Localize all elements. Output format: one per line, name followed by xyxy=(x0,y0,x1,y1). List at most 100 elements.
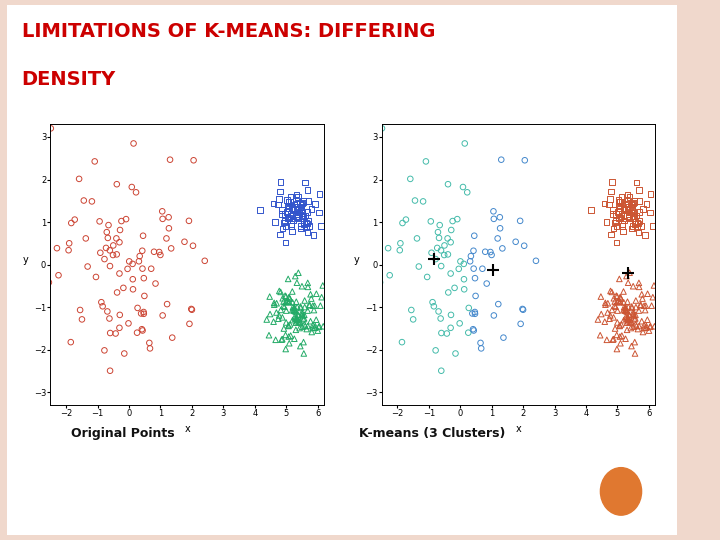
Point xyxy=(127,275,138,284)
Point xyxy=(135,309,147,318)
Point xyxy=(274,187,286,196)
Point xyxy=(468,326,480,335)
Point xyxy=(630,218,642,226)
Point xyxy=(639,306,651,314)
Point xyxy=(305,290,316,299)
Point xyxy=(605,287,616,295)
Point xyxy=(626,200,637,208)
Point xyxy=(608,313,619,322)
Point xyxy=(428,302,440,310)
Point xyxy=(630,296,642,305)
Point xyxy=(306,205,318,213)
Point xyxy=(408,315,419,323)
Point xyxy=(73,174,85,183)
Point xyxy=(261,315,272,324)
Point xyxy=(284,197,296,206)
Point xyxy=(433,307,444,316)
Point xyxy=(616,320,627,329)
Point xyxy=(283,293,294,302)
Point xyxy=(615,298,626,306)
Point xyxy=(626,317,637,326)
Point xyxy=(622,190,634,199)
Point xyxy=(425,217,436,226)
Point xyxy=(289,272,301,280)
X-axis label: x: x xyxy=(516,424,521,434)
Point xyxy=(16,245,27,254)
Point xyxy=(282,201,294,210)
Point xyxy=(458,260,469,268)
Point xyxy=(420,157,432,166)
Point xyxy=(622,314,634,323)
Point xyxy=(80,234,91,242)
Point xyxy=(134,252,145,260)
Point xyxy=(620,303,631,312)
Point xyxy=(373,110,384,118)
Point xyxy=(618,204,629,213)
Point xyxy=(282,208,293,217)
Point xyxy=(199,256,210,265)
Point xyxy=(290,326,302,334)
Point xyxy=(94,248,106,257)
Point xyxy=(288,306,300,315)
Point xyxy=(300,321,311,330)
Point xyxy=(297,209,308,218)
Point xyxy=(292,268,304,277)
Point xyxy=(45,124,57,133)
Point xyxy=(618,205,630,213)
Point xyxy=(517,305,528,313)
Point xyxy=(618,298,629,307)
Point xyxy=(302,217,314,225)
Point xyxy=(436,246,447,255)
Point xyxy=(299,303,310,312)
Point xyxy=(488,214,500,223)
Point xyxy=(616,220,628,228)
Point xyxy=(660,315,671,323)
Point xyxy=(457,183,469,191)
Point xyxy=(492,234,503,243)
Point xyxy=(328,315,340,323)
Point xyxy=(595,331,606,340)
Point xyxy=(612,296,624,305)
Point xyxy=(308,231,320,239)
Point xyxy=(161,300,173,308)
Point xyxy=(65,338,76,347)
Point xyxy=(313,322,325,330)
Point xyxy=(99,255,110,264)
Point xyxy=(302,306,313,315)
Point xyxy=(640,301,652,310)
Point xyxy=(647,221,658,230)
Point xyxy=(120,215,132,224)
Text: K-means (3 Clusters): K-means (3 Clusters) xyxy=(359,427,505,440)
Point xyxy=(619,306,631,315)
Point xyxy=(622,317,634,326)
Point xyxy=(299,320,310,329)
Point xyxy=(445,238,456,247)
Point xyxy=(289,306,300,314)
Point xyxy=(104,367,116,375)
Point xyxy=(290,319,302,327)
Point xyxy=(166,333,178,342)
Point xyxy=(307,301,319,310)
Point xyxy=(104,329,116,338)
Point xyxy=(495,156,507,164)
Point xyxy=(518,306,529,314)
Point xyxy=(613,298,625,307)
Point xyxy=(163,213,174,221)
Point xyxy=(100,244,112,252)
Point xyxy=(312,326,323,335)
Point xyxy=(280,298,292,307)
Point xyxy=(421,273,433,281)
Point xyxy=(625,318,636,327)
Point xyxy=(286,221,297,230)
Point xyxy=(296,199,307,208)
Point xyxy=(138,309,150,318)
Point xyxy=(294,318,305,327)
Point xyxy=(280,292,292,301)
Point xyxy=(90,273,102,281)
Point xyxy=(480,247,491,256)
Point xyxy=(294,200,306,208)
Point xyxy=(186,306,198,314)
Point xyxy=(122,265,133,273)
Point xyxy=(519,156,531,165)
Point xyxy=(629,338,641,347)
